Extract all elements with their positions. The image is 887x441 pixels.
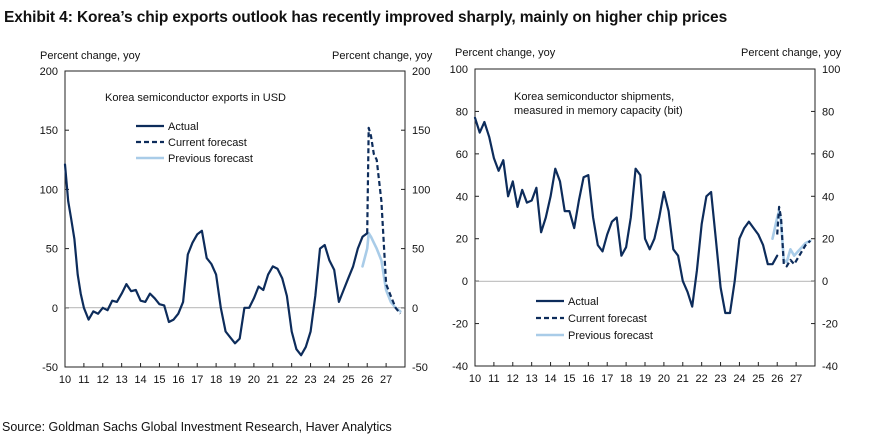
y-tick-label-right: 60: [822, 149, 834, 161]
y-tick-label-left: 100: [40, 184, 58, 196]
x-tick-label: 19: [229, 374, 241, 386]
x-tick-label: 12: [507, 373, 519, 385]
x-tick-label: 14: [134, 374, 146, 386]
shipments-left-axis-label: Percent change, yoy: [455, 47, 556, 59]
y-tick-label-left: 40: [456, 191, 468, 203]
y-tick-label-right: 100: [412, 184, 430, 196]
x-tick-label: 26: [361, 374, 373, 386]
shipments-right-axis-label: Percent change, yoy: [741, 47, 842, 59]
y-tick-label-left: 150: [40, 125, 58, 137]
x-tick-label: 17: [191, 374, 203, 386]
x-tick-label: 23: [304, 374, 316, 386]
x-tick-label: 23: [714, 373, 726, 385]
x-tick-label: 20: [658, 373, 670, 385]
exports-left-axis-label: Percent change, yoy: [40, 50, 141, 62]
x-tick-label: 18: [620, 373, 632, 385]
y-tick-label-left: 60: [456, 149, 468, 161]
y-tick-label-left: 80: [456, 106, 468, 118]
x-tick-label: 12: [97, 374, 109, 386]
y-tick-label-left: 0: [462, 276, 468, 288]
x-tick-label: 24: [733, 373, 745, 385]
x-tick-label: 27: [380, 374, 392, 386]
legend-label: Current forecast: [168, 137, 247, 149]
y-tick-label-right: -50: [412, 362, 428, 374]
actual-series-line: [473, 116, 779, 315]
x-tick-label: 21: [267, 374, 279, 386]
y-tick-label-right: 40: [822, 191, 834, 203]
y-tick-label-right: 200: [412, 66, 430, 78]
y-tick-label-left: 200: [40, 66, 58, 78]
exports-right-axis-label: Percent change, yoy: [332, 50, 433, 62]
x-tick-label: 10: [469, 373, 481, 385]
y-tick-label-right: -20: [822, 319, 838, 331]
x-tick-label: 17: [601, 373, 613, 385]
plot-frame: [64, 70, 406, 368]
x-tick-label: 14: [544, 373, 556, 385]
x-tick-label: 13: [526, 373, 538, 385]
legend-label: Previous forecast: [568, 330, 653, 342]
legend-label: Actual: [568, 296, 599, 308]
y-tick-label-left: 0: [52, 303, 58, 315]
current-forecast-series-line: [366, 126, 402, 315]
x-tick-label: 18: [210, 374, 222, 386]
x-tick-label: 10: [59, 374, 71, 386]
y-tick-label-right: 150: [412, 125, 430, 137]
shipments-chart: Percent change, yoy Percent change, yoy …: [450, 47, 842, 385]
legend-label: Current forecast: [568, 313, 647, 325]
y-tick-label-right: 80: [822, 106, 834, 118]
x-tick-label: 26: [771, 373, 783, 385]
exhibit-title: Exhibit 4: Korea’s chip exports outlook …: [4, 9, 728, 26]
legend-label: Previous forecast: [168, 153, 253, 165]
legend-label: Actual: [168, 121, 199, 133]
current-forecast-series-line: [776, 205, 812, 268]
x-tick-label: 22: [286, 374, 298, 386]
shipments-chart-title-line-1: Korea semiconductor shipments,: [514, 91, 674, 103]
x-tick-label: 25: [752, 373, 764, 385]
x-tick-label: 22: [696, 373, 708, 385]
x-tick-label: 15: [563, 373, 575, 385]
exports-chart-title: Korea semiconductor exports in USD: [105, 92, 286, 104]
x-tick-label: 19: [639, 373, 651, 385]
x-tick-label: 11: [488, 373, 499, 385]
y-tick-label-right: -40: [822, 361, 838, 373]
y-tick-label-left: 20: [456, 234, 468, 246]
x-tick-label: 27: [790, 373, 802, 385]
y-tick-label-left: -50: [42, 362, 58, 374]
y-tick-label-left: 50: [46, 244, 58, 256]
x-tick-label: 16: [582, 373, 594, 385]
x-tick-label: 13: [116, 374, 128, 386]
shipments-chart-title-line-2: measured in memory capacity (bit): [514, 105, 683, 117]
y-tick-label-left: -20: [452, 319, 468, 331]
y-tick-label-right: 0: [412, 303, 418, 315]
source-note: Source: Goldman Sachs Global Investment …: [2, 420, 392, 434]
y-tick-label-right: 0: [822, 276, 828, 288]
exports-chart: Percent change, yoy Percent change, yoy …: [40, 50, 433, 386]
previous-forecast-series-line: [771, 209, 812, 264]
y-tick-label-left: -40: [452, 361, 468, 373]
previous-forecast-series-line: [361, 231, 402, 313]
y-tick-label-right: 100: [822, 64, 840, 76]
y-tick-label-right: 50: [412, 244, 424, 256]
x-tick-label: 20: [248, 374, 260, 386]
x-tick-label: 24: [323, 374, 335, 386]
x-tick-label: 21: [677, 373, 689, 385]
actual-series-line: [63, 163, 369, 357]
x-tick-label: 15: [153, 374, 165, 386]
y-tick-label-right: 20: [822, 234, 834, 246]
x-tick-label: 25: [342, 374, 354, 386]
x-tick-label: 11: [78, 374, 89, 386]
x-tick-label: 16: [172, 374, 184, 386]
y-tick-label-left: 100: [450, 64, 468, 76]
